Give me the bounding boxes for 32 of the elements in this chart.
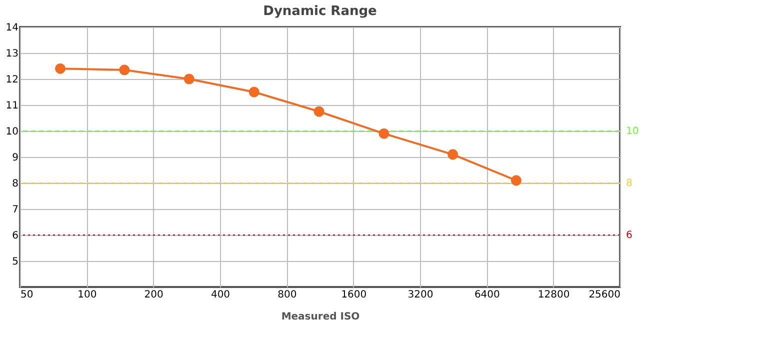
point [248,86,260,98]
point [184,74,194,84]
y-tick-label: 13 [6,48,18,60]
x-tick-label: 50 [20,290,34,300]
x-tick-label: 800 [278,290,297,300]
x-tick-label: 100 [78,290,97,300]
x-tick-label: 200 [144,290,164,300]
x-tick-label: 3200 [408,290,434,300]
chart-title: Dynamic Range [263,4,378,19]
x-tick-label: 400 [210,290,230,300]
x-tick-label: 12800 [538,290,570,300]
point [55,63,66,74]
y-tick-label: 7 [12,204,18,216]
y-tick-label: 11 [6,100,18,112]
y-tick-label: 6 [12,230,18,242]
y-tick-label: 10 [6,126,18,138]
x-tick-label: 1600 [341,290,367,300]
x-axis-title: Measured ISO [281,312,360,322]
point [510,175,522,186]
x-tick-label: 6400 [474,290,500,300]
y-tick-label: 14 [6,22,18,34]
y-tick-label: 12 [6,74,18,86]
point [119,64,130,76]
y-tick-label: 8 [12,178,18,190]
point [314,106,324,117]
y-tick-label: 9 [12,152,18,164]
ref-line-label: 10 [626,126,639,137]
y-tick-label: 5 [12,256,18,268]
ref-line-label: 6 [626,230,632,241]
x-tick-label: 25600 [588,290,620,300]
ref-line-label: 8 [626,178,632,189]
point [378,128,390,139]
